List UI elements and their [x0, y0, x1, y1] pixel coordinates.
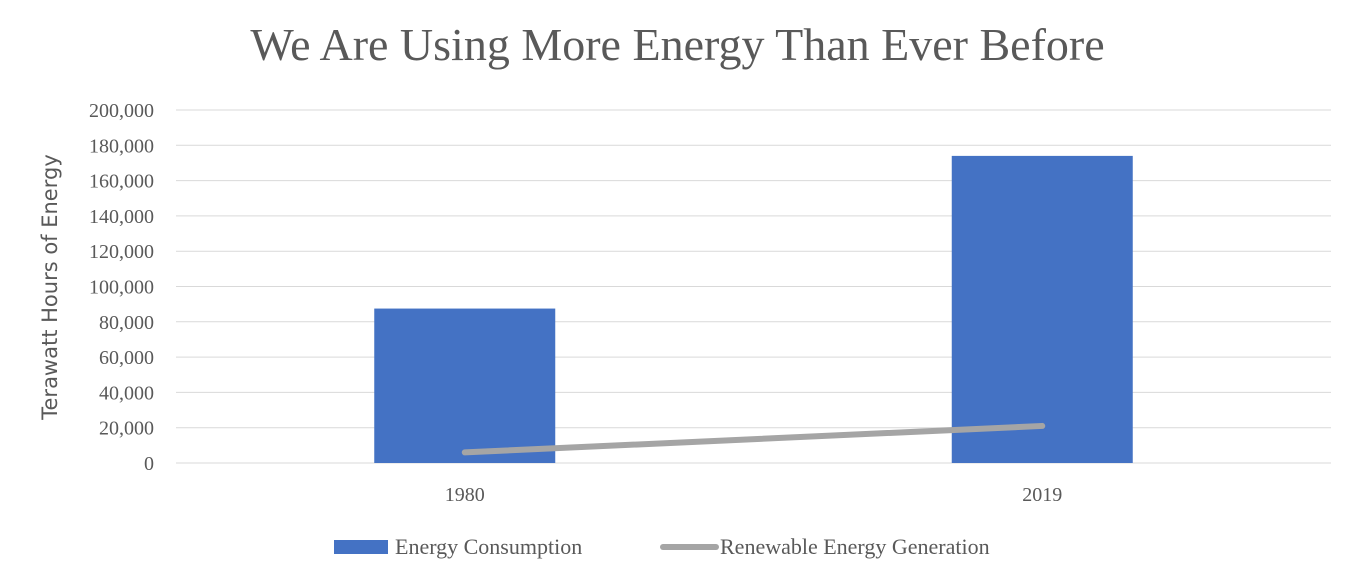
y-tick-label: 40,000 [99, 382, 154, 404]
y-tick-label: 100,000 [89, 277, 154, 299]
y-tick-label: 180,000 [89, 135, 154, 157]
x-tick-label: 1980 [445, 484, 485, 506]
legend-label-energy-consumption: Energy Consumption [395, 534, 582, 559]
y-axis-label: Terawatt Hours of Energy [38, 154, 62, 421]
y-tick-label: 60,000 [99, 347, 154, 369]
y-tick-label: 120,000 [89, 241, 154, 263]
bar-2019 [951, 155, 1133, 463]
renewable-line [461, 422, 1046, 456]
x-tick-label: 2019 [1022, 484, 1062, 506]
y-tick-label: 160,000 [89, 171, 154, 193]
y-tick-label: 20,000 [99, 418, 154, 440]
line-series [461, 422, 1046, 456]
y-tick-label: 80,000 [99, 312, 154, 334]
y-tick-label: 140,000 [89, 206, 154, 228]
y-tick-label: 200,000 [89, 100, 154, 122]
y-tick-label: 0 [144, 453, 154, 475]
bar-1980 [374, 308, 556, 463]
x-axis-ticks: 1980 2019 [445, 484, 1063, 506]
legend-swatch-bar [334, 540, 388, 554]
y-axis-ticks: 0 20,000 40,000 60,000 80,000 100,000 120,000 1… [89, 100, 154, 475]
legend-label-renewable: Renewable Energy Generation [720, 534, 990, 559]
bars [374, 155, 1133, 463]
legend: Energy Consumption Renewable Energy Gener… [334, 534, 990, 559]
gridlines [176, 109, 1331, 464]
chart-title: We Are Using More Energy Than Ever Befor… [250, 19, 1105, 70]
